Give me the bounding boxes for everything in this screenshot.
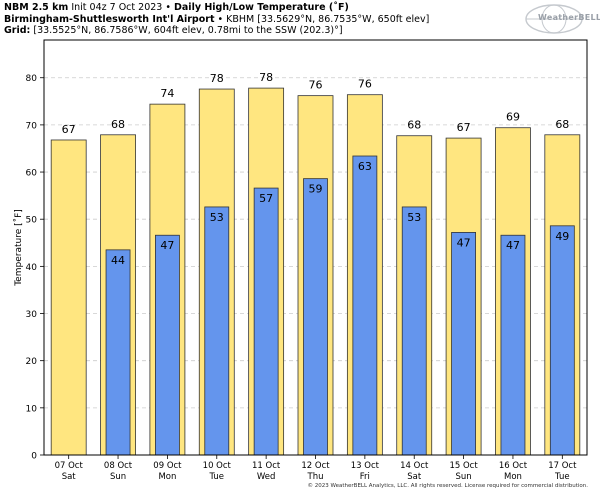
low-temp-bar (401, 206, 427, 456)
x-tick-label-date: 09 Oct (153, 461, 182, 471)
x-tick-label-date: 11 Oct (252, 461, 281, 471)
high-temp-label: 68 (407, 119, 421, 132)
chart-title: Daily High/Low Temperature (˚F) (174, 2, 349, 13)
station-info: KBHM [33.5629°N, 86.7535°W, 650ft elev] (226, 13, 430, 25)
x-tick-label-day: Sat (407, 472, 422, 482)
x-tick-label-day: Wed (257, 472, 276, 482)
low-temp-label: 44 (111, 254, 125, 267)
x-tick-label-day: Sat (62, 472, 77, 482)
init-time: Init 04z 7 Oct 2023 (71, 2, 163, 13)
y-tick-label: 30 (26, 310, 38, 320)
low-temp-label: 59 (309, 183, 323, 196)
low-temp-bar (105, 249, 131, 456)
low-temp-bar (204, 206, 230, 456)
y-tick-label: 0 (31, 452, 37, 462)
high-temp-bar (50, 139, 87, 456)
low-temp-label: 63 (358, 160, 372, 173)
high-temp-label: 68 (555, 118, 569, 131)
x-tick-label-date: 14 Oct (400, 461, 429, 471)
x-tick-label-day: Mon (504, 472, 522, 482)
x-tick-label-date: 08 Oct (104, 461, 133, 471)
x-tick-label-date: 07 Oct (55, 461, 84, 471)
separator: • (165, 2, 171, 13)
low-temp-bar (451, 232, 476, 456)
weatherbell-logo: WeatherBELL (520, 2, 600, 36)
x-tick-label-day: Tue (554, 472, 570, 482)
high-temp-label: 76 (358, 78, 372, 91)
high-temp-label: 74 (160, 87, 174, 100)
y-tick-label: 10 (26, 404, 38, 414)
low-temp-bar (500, 234, 526, 456)
y-tick-label: 70 (26, 121, 38, 131)
x-tick-label-date: 15 Oct (449, 461, 478, 471)
separator: • (217, 13, 224, 25)
x-tick-label-date: 13 Oct (351, 461, 380, 471)
y-tick-label: 60 (26, 169, 38, 179)
high-temp-label: 67 (62, 123, 76, 136)
x-tick-label-day: Thu (307, 472, 324, 482)
x-tick-label-day: Mon (158, 472, 176, 482)
plot-frame (43, 39, 588, 456)
low-temp-label: 57 (259, 192, 273, 205)
x-tick-label-date: 12 Oct (301, 461, 330, 471)
low-temp-label: 53 (210, 211, 224, 224)
low-temp-label: 47 (160, 239, 174, 252)
logo-globe-icon (525, 4, 583, 34)
grid-info: [33.5525°N, 86.7586°W, 604ft elev, 0.78m… (33, 25, 343, 36)
station-name: Birmingham-Shuttlesworth Int'l Airport (4, 13, 215, 25)
copyright: © 2023 WeatherBELL Analytics, LLC. All r… (307, 483, 588, 489)
x-tick-label-day: Sun (110, 472, 126, 482)
y-tick-label: 40 (26, 263, 38, 273)
y-tick-label: 80 (26, 74, 38, 84)
high-temp-label: 69 (506, 111, 520, 124)
high-temp-label: 68 (111, 118, 125, 131)
low-temp-label: 53 (407, 211, 421, 224)
x-tick-label-date: 16 Oct (499, 461, 528, 471)
y-tick-label: 50 (26, 216, 38, 226)
low-temp-label: 49 (555, 230, 569, 243)
low-temp-bar (253, 187, 279, 456)
x-tick-label-day: Tue (209, 472, 225, 482)
high-temp-label: 67 (457, 121, 471, 134)
low-temp-bar (303, 178, 328, 456)
grid-label: Grid: (4, 25, 31, 36)
x-tick-label-date: 17 Oct (548, 461, 577, 471)
x-tick-label-day: Fri (360, 472, 370, 482)
low-temp-bar (155, 234, 180, 456)
high-temp-label: 78 (259, 71, 273, 84)
high-temp-label: 78 (210, 72, 224, 85)
low-temp-label: 47 (506, 239, 520, 252)
low-temp-label: 47 (457, 236, 471, 249)
model-name: NBM 2.5 km (4, 2, 69, 13)
logo-text: WeatherBELL (538, 13, 600, 22)
x-tick-label-day: Sun (456, 472, 472, 482)
y-tick-label: 20 (26, 357, 38, 367)
low-temp-bar (352, 155, 378, 456)
y-axis-label: Temperature [˚F] (13, 209, 24, 287)
chart-header: NBM 2.5 km Init 04z 7 Oct 2023 • Daily H… (4, 2, 429, 37)
header-line-1: NBM 2.5 km Init 04z 7 Oct 2023 • Daily H… (4, 2, 429, 14)
header-line-2: Birmingham-Shuttlesworth Int'l Airport •… (4, 14, 429, 26)
high-temp-label: 76 (309, 79, 323, 92)
x-tick-label-date: 10 Oct (203, 461, 232, 471)
header-line-3: Grid: [33.5525°N, 86.7586°W, 604ft elev,… (4, 25, 429, 37)
low-temp-bar (549, 225, 575, 456)
